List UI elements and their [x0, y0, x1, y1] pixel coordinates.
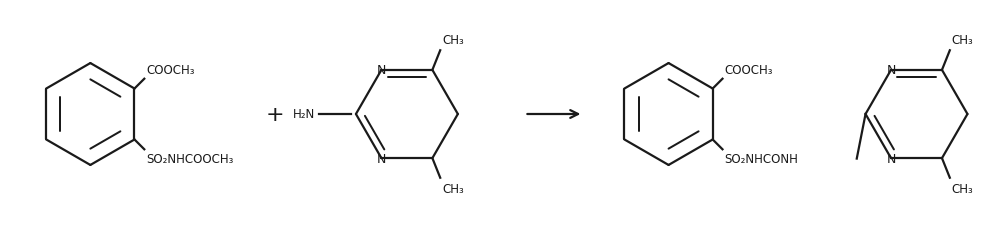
Text: CH₃: CH₃ [952, 182, 974, 195]
Text: CH₃: CH₃ [952, 34, 974, 47]
Text: N: N [886, 64, 896, 77]
Text: CH₃: CH₃ [442, 182, 464, 195]
Text: SO₂NHCONH: SO₂NHCONH [724, 153, 798, 166]
Text: N: N [886, 152, 896, 165]
Text: N: N [377, 152, 386, 165]
Text: +: + [265, 105, 284, 124]
Text: COOCH₃: COOCH₃ [146, 63, 195, 76]
Text: H₂N: H₂N [293, 108, 315, 121]
Text: CH₃: CH₃ [442, 34, 464, 47]
Text: SO₂NHCOOCH₃: SO₂NHCOOCH₃ [146, 153, 234, 166]
Text: N: N [377, 64, 386, 77]
Text: COOCH₃: COOCH₃ [724, 63, 773, 76]
